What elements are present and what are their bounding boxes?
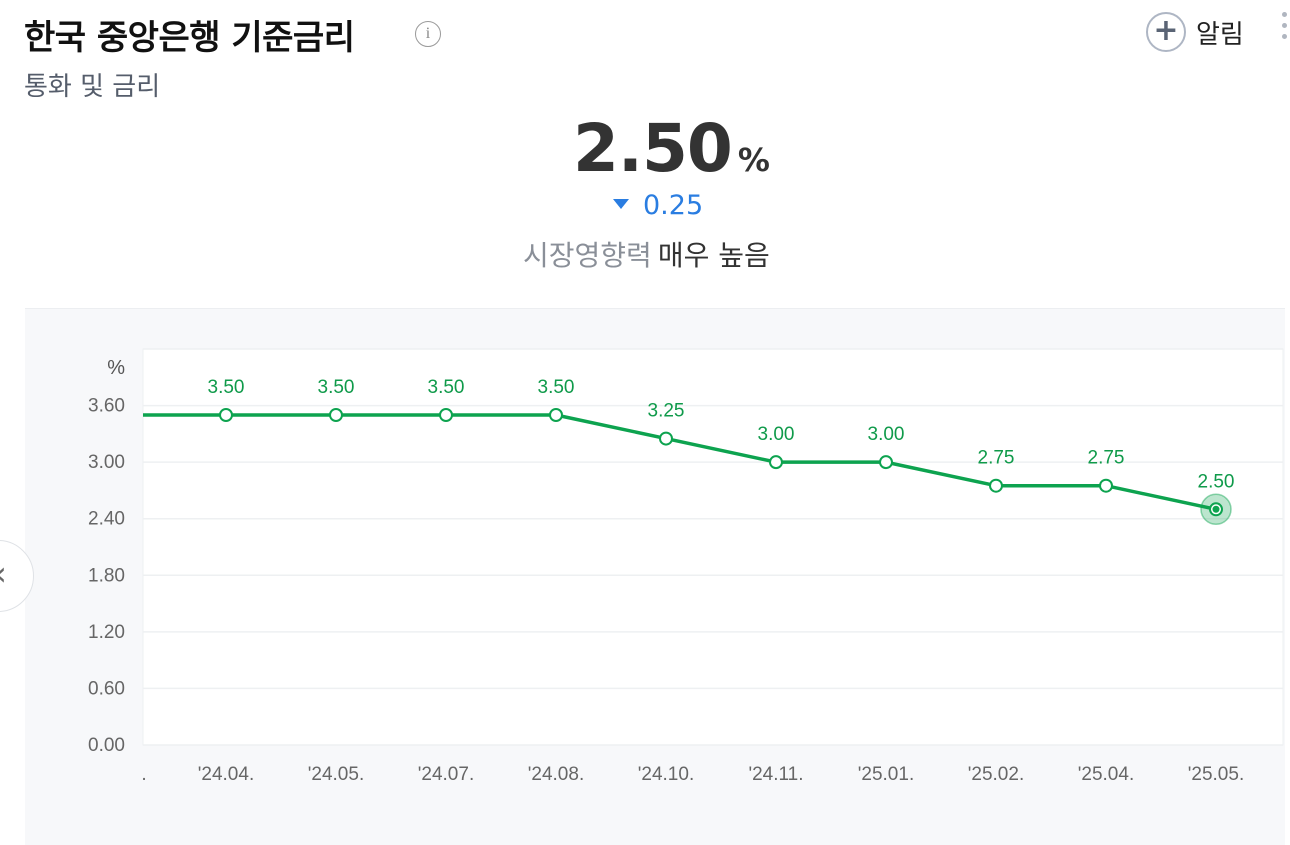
- y-tick-label: 3.60: [88, 396, 125, 417]
- x-tick-label: '24.05.: [308, 764, 364, 785]
- x-tick-label: '25.05.: [1188, 764, 1244, 785]
- y-tick-label: 3.00: [88, 452, 125, 473]
- change-value: 0.25: [643, 190, 704, 221]
- x-tick-label: '24.07.: [418, 764, 474, 785]
- y-tick-label: 1.20: [88, 622, 125, 643]
- impact-value: 매우 높음: [657, 239, 770, 272]
- page-subtitle: 통화 및 금리: [24, 72, 161, 102]
- change-indicator: 0.25: [613, 190, 703, 221]
- data-point-center: [1212, 505, 1220, 513]
- x-tick-label: '24.11.: [748, 764, 803, 785]
- x-tick-label: '24.08.: [528, 764, 584, 785]
- data-point: [219, 408, 233, 422]
- info-icon[interactable]: i: [415, 21, 441, 47]
- data-point: [659, 431, 673, 446]
- header: 한국 중앙은행 기준금리 i 통화 및 금리 + 알림: [0, 0, 1290, 110]
- line-chart: 3.60 3.00 2.40 1.80 1.20 0.60 0.00%. '24.04. '24…: [88, 348, 1284, 785]
- plus-icon: +: [1146, 12, 1186, 52]
- chart-panel: 3.60 3.00 2.40 1.80 1.20 0.60 0.00%. '24.04. '24…: [25, 308, 1285, 845]
- x-tick-label: '24.04.: [198, 764, 254, 785]
- x-tick-label: '25.01.: [858, 764, 914, 785]
- data-point: [769, 455, 783, 470]
- y-tick-label: 2.40: [88, 509, 125, 530]
- data-point: [1099, 478, 1113, 493]
- data-label: 2.75: [1088, 448, 1125, 469]
- data-label: 3.25: [648, 401, 685, 422]
- y-tick-label: 0.00: [88, 735, 125, 756]
- data-point: [329, 408, 343, 422]
- more-vertical-icon[interactable]: [1280, 12, 1290, 48]
- data-label: 3.50: [318, 377, 355, 398]
- data-label: 3.50: [428, 377, 465, 398]
- alarm-label: 알림: [1196, 19, 1244, 50]
- data-point: [549, 408, 563, 422]
- value-unit: %: [737, 141, 770, 179]
- data-label: 2.75: [978, 448, 1015, 469]
- down-triangle-icon: [613, 199, 629, 209]
- x-tick-label: '25.02.: [968, 764, 1024, 785]
- data-label: 3.50: [208, 377, 245, 398]
- x-tick-label: '24.10.: [638, 764, 694, 785]
- data-label: 3.00: [758, 424, 795, 445]
- data-point: [989, 478, 1003, 493]
- market-impact: 시장영향력 매우 높음: [523, 234, 770, 274]
- y-tick-label: 0.60: [88, 678, 125, 699]
- data-label: 3.50: [538, 377, 575, 398]
- page-title: 한국 중앙은행 기준금리: [24, 18, 355, 58]
- x-tick-label: '25.04.: [1078, 764, 1134, 785]
- alarm-button[interactable]: + 알림: [1146, 12, 1244, 52]
- impact-label: 시장영향력: [523, 239, 652, 272]
- data-label: 2.50: [1198, 471, 1235, 492]
- y-tick-label: 1.80: [88, 565, 125, 586]
- current-value: 2.50%: [573, 110, 770, 187]
- plot-area: [142, 348, 1284, 746]
- y-unit-label: %: [107, 357, 125, 379]
- data-point: [439, 408, 453, 422]
- data-point: [879, 455, 893, 470]
- data-label: 3.00: [868, 424, 905, 445]
- x-tick-label: .: [141, 764, 146, 785]
- value-number: 2.50: [573, 110, 733, 187]
